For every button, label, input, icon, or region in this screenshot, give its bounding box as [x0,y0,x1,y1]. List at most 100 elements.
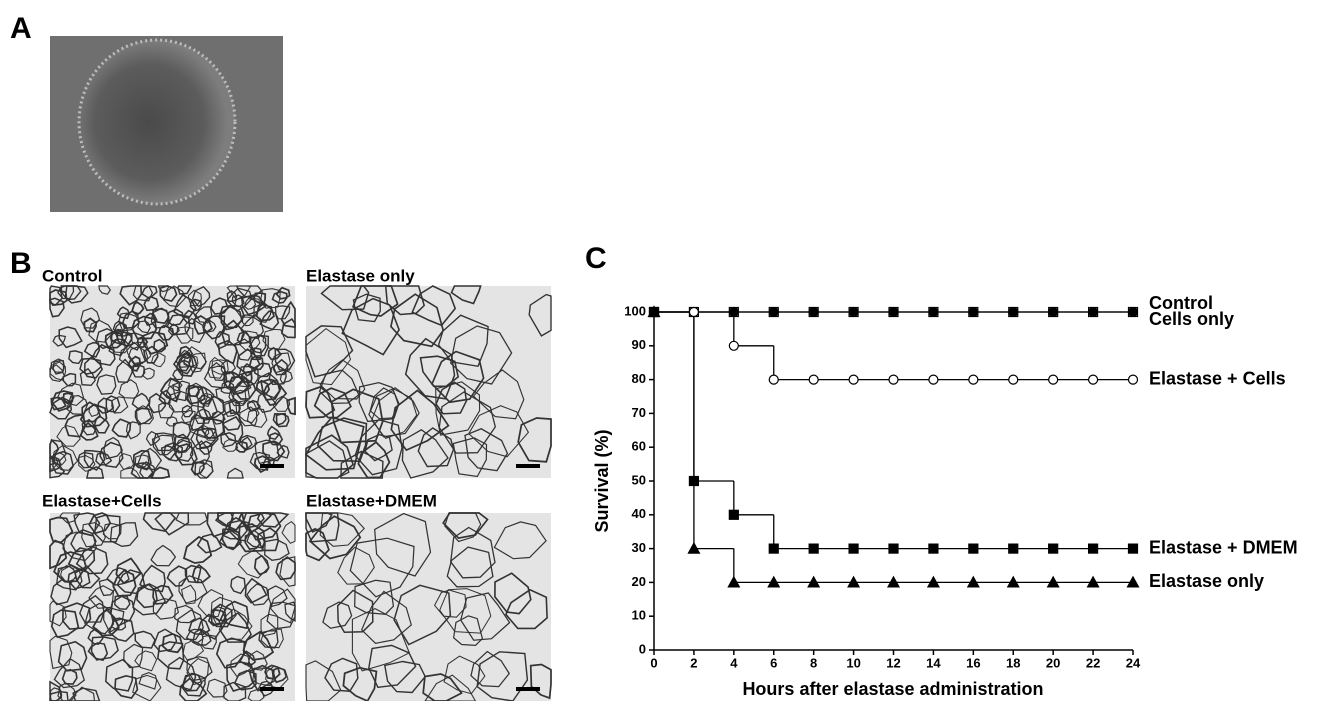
alveolus [163,442,184,462]
alveolus [161,632,184,654]
marker [1006,575,1020,588]
alveolus [79,403,108,428]
marker [1046,575,1060,588]
alveolus [401,429,449,479]
alveolus [156,641,185,670]
marker [928,374,939,385]
alveolus [248,334,270,357]
alveolus [240,371,253,384]
marker [926,575,940,588]
alveolus [248,334,267,354]
alveolus [337,546,375,585]
alveolus [201,634,217,650]
marker [647,305,661,318]
alveolus [224,400,241,418]
alveolus [221,528,242,549]
alveolus [215,386,235,404]
x-axis-title: Hours after elastase administration [742,679,1043,699]
y-tick-label: 10 [632,608,646,623]
alveolus [188,352,207,373]
alveolus [220,432,237,448]
alveolus [60,565,78,583]
alveolus [219,612,252,643]
alveolus [210,596,237,624]
alveolus [191,285,211,308]
series-label: Elastase + DMEM [1149,537,1298,557]
alveolus [153,628,178,653]
marker [768,374,779,385]
alveolus [166,314,191,336]
alveolus [243,297,257,310]
alveolus [318,369,360,405]
alveolus [118,312,140,332]
alveolus [279,369,293,384]
alveolus [272,358,289,376]
alveolus [222,409,242,431]
alveolus [196,533,223,554]
alveolus [50,390,74,412]
marker [728,306,739,318]
alveolus [116,569,146,595]
alveolus [172,368,184,381]
alveolus [93,415,110,434]
alveolus [152,307,170,325]
marker [768,543,779,554]
x-tick-label: 4 [730,655,738,670]
alveolus [255,372,282,399]
alveolus [174,604,197,624]
alveolus [138,672,158,690]
alveolus [150,466,171,479]
marker [1126,575,1140,588]
marker [886,575,901,588]
alveolus [50,609,80,638]
alveolus [68,350,83,365]
alveolus [241,314,254,327]
alveolus [57,640,88,672]
marker [848,306,859,318]
marker [966,575,980,588]
alveolus [49,297,65,318]
y-tick-label: 50 [632,472,646,487]
x-tick-label: 10 [846,655,860,670]
series-label: Cells only [1149,309,1234,329]
alveolus [504,588,548,630]
alveolus [142,367,155,380]
image-label: Elastase only [306,266,415,285]
alveolus [182,535,213,564]
alveolus [62,602,92,630]
alveolus [242,630,275,661]
alveolus [214,512,235,528]
alveolus [68,686,96,701]
alveolus [272,412,287,427]
alveolus [275,412,290,428]
alveolus [493,521,547,560]
alveolus [110,328,124,345]
alveolus [275,556,296,581]
alveolus [223,681,247,701]
alveolus [210,297,229,315]
marker [728,340,739,351]
marker [688,306,700,318]
alveolus [256,512,290,528]
alveolus [57,682,77,701]
alveolus [354,418,403,476]
alveolus [150,544,177,567]
alveolus [56,425,81,447]
alveolus [189,413,205,432]
alveolus [360,590,412,644]
alveolus [139,564,166,593]
alveolus [118,453,135,470]
alveolus [50,578,72,606]
x-tick-label: 16 [966,655,980,670]
alveolus [79,357,102,375]
alveolus [349,537,415,598]
alveolus [136,336,149,349]
alveolus [166,565,188,587]
alveolus [235,285,263,298]
alveolus [233,377,257,400]
alveolus [113,322,129,337]
alveolus [233,338,254,361]
alveolus [528,293,552,337]
alveolus [260,378,281,401]
micrograph [49,512,296,701]
